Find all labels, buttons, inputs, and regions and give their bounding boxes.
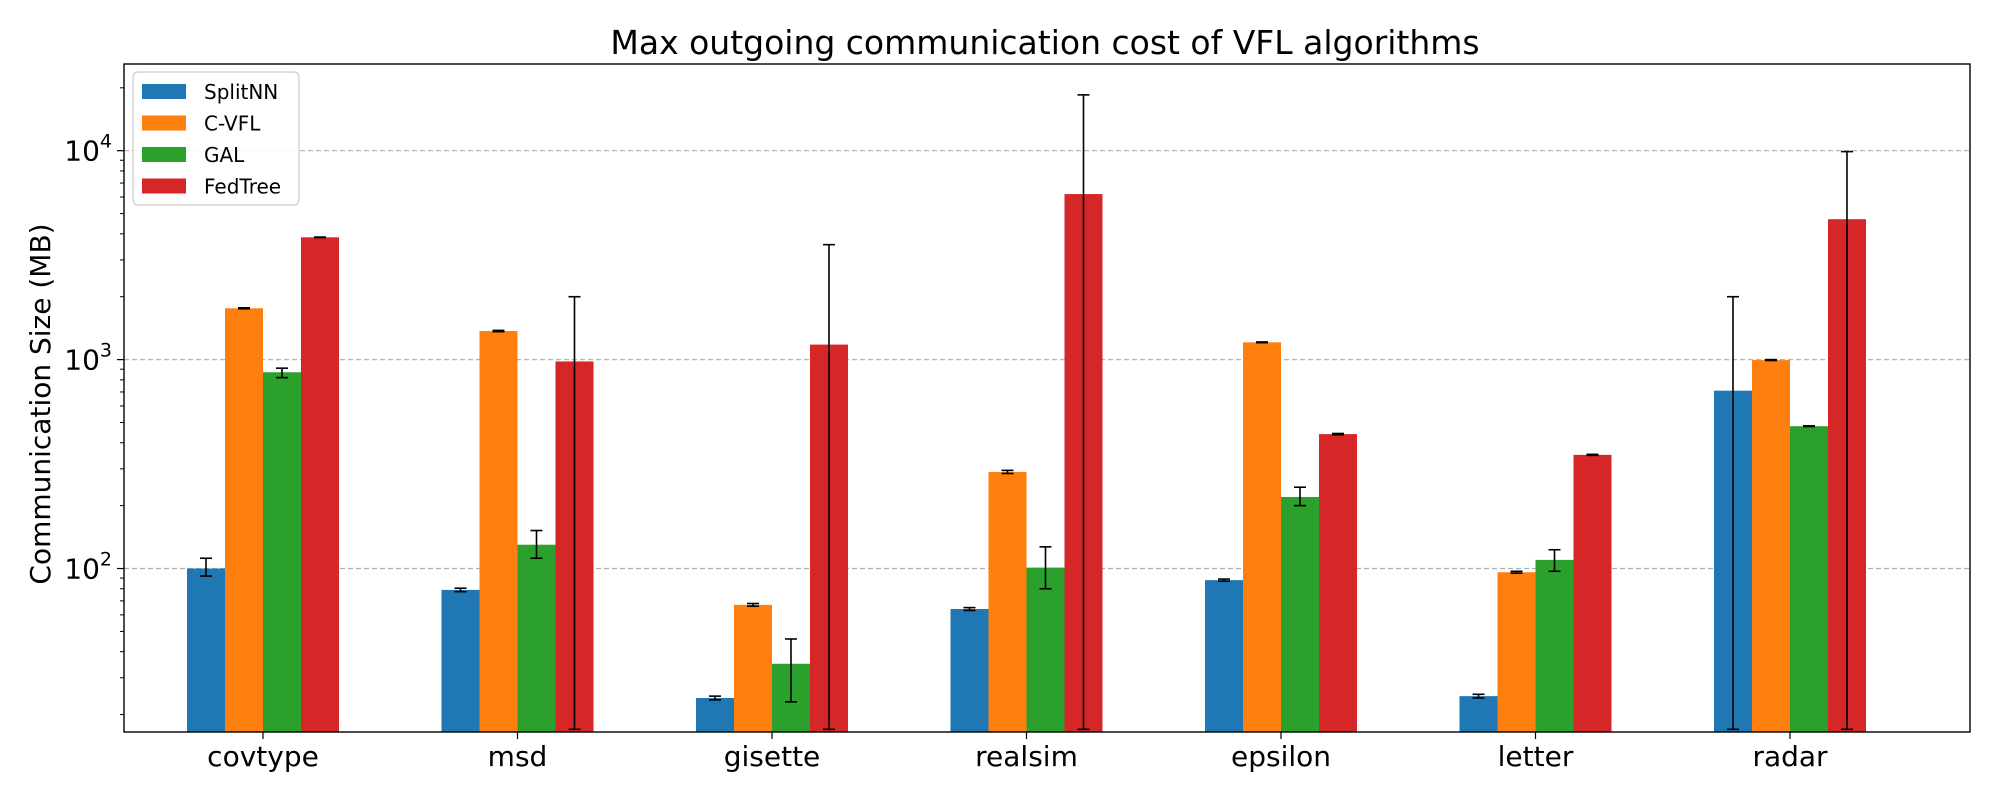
y-tick-base: 10: [64, 344, 100, 377]
y-tick-exponent: 3: [100, 340, 112, 362]
x-tick-label: gisette: [724, 740, 821, 773]
bar-gal-radar: [1790, 426, 1828, 732]
chart-title: Max outgoing communication cost of VFL a…: [610, 23, 1479, 62]
y-tick-exponent: 2: [100, 549, 112, 571]
legend-box: [132, 71, 300, 206]
bar-fedtree-letter: [1573, 454, 1612, 732]
bar-c-vfl-msd: [479, 331, 518, 732]
x-tick-label: msd: [488, 740, 548, 773]
bar-splitnn-realsim: [950, 609, 989, 732]
y-tick-label: 102: [64, 549, 112, 586]
legend-swatch: [142, 178, 186, 194]
bar-c-vfl-gisette: [734, 604, 772, 732]
plot-frame: [123, 63, 1971, 733]
bar-gal-msd: [517, 544, 556, 732]
x-tick-label: covtype: [207, 740, 319, 773]
legend-swatch: [142, 147, 186, 162]
x-tick-label: realsim: [975, 740, 1078, 773]
legend-label: C-VFL: [204, 112, 261, 136]
bar-c-vfl-radar: [1752, 360, 1790, 732]
bar-fedtree-epsilon: [1319, 434, 1357, 732]
bar-c-vfl-realsim: [988, 471, 1027, 732]
grid-lines: [124, 150, 1970, 570]
x-tick-label: radar: [1752, 740, 1828, 773]
bars: [187, 194, 1866, 732]
legend-label: GAL: [204, 143, 245, 167]
bar-splitnn-letter: [1459, 696, 1498, 732]
legend-label: FedTree: [204, 175, 281, 199]
bar-gal-covtype: [263, 372, 301, 732]
x-tick-label: epsilon: [1231, 740, 1331, 773]
error-bars: [200, 94, 1853, 731]
bar-c-vfl-epsilon: [1243, 342, 1281, 732]
bar-c-vfl-letter: [1497, 572, 1536, 732]
bar-gal-epsilon: [1281, 496, 1319, 732]
x-tick-label: letter: [1498, 740, 1574, 773]
legend-swatch: [142, 115, 186, 131]
bar-gal-letter: [1535, 559, 1574, 732]
y-tick-base: 10: [64, 553, 100, 586]
legend: SplitNN C-VFL GAL FedTree: [132, 71, 300, 206]
bar-fedtree-covtype: [301, 237, 339, 732]
bar-c-vfl-covtype: [225, 308, 263, 732]
legend-swatch: [142, 84, 186, 99]
bar-splitnn-covtype: [187, 568, 225, 732]
bar-splitnn-msd: [441, 589, 480, 732]
y-axis-label: Communication Size (MB): [24, 223, 57, 584]
bar-splitnn-epsilon: [1205, 580, 1243, 732]
y-tick-exponent: 4: [100, 131, 112, 153]
legend-label: SplitNN: [204, 80, 278, 104]
bar-splitnn-gisette: [696, 698, 734, 732]
bar-gal-realsim: [1026, 567, 1065, 732]
y-tick-base: 10: [64, 135, 100, 168]
y-tick-label: 104: [64, 131, 112, 168]
x-axis-ticks: covtype msd gisette realsim epsilon letter rad…: [207, 732, 1828, 773]
y-tick-label: 103: [64, 340, 112, 377]
